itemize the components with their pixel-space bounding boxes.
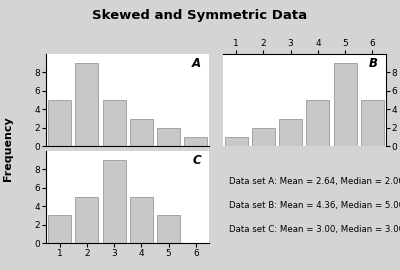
Bar [252, 128, 275, 146]
Bar [130, 119, 153, 146]
Bar [48, 215, 71, 243]
Bar [102, 160, 126, 243]
Bar [75, 63, 98, 146]
Bar [334, 63, 357, 146]
Bar [102, 100, 126, 146]
Text: Data set B: Mean = 4.36, Median = 5.00: Data set B: Mean = 4.36, Median = 5.00 [229, 201, 400, 210]
Text: Skewed and Symmetric Data: Skewed and Symmetric Data [92, 9, 308, 22]
Text: Data set C: Mean = 3.00, Median = 3.00: Data set C: Mean = 3.00, Median = 3.00 [229, 225, 400, 234]
Text: B: B [369, 57, 378, 70]
Bar [361, 100, 384, 146]
Bar [130, 197, 153, 243]
Bar [224, 137, 248, 146]
Bar [157, 128, 180, 146]
Text: A: A [192, 57, 201, 70]
Bar [157, 215, 180, 243]
Text: Data set A: Mean = 2.64, Median = 2.00: Data set A: Mean = 2.64, Median = 2.00 [229, 177, 400, 185]
Bar [279, 119, 302, 146]
Bar [75, 197, 98, 243]
Bar [48, 100, 71, 146]
Text: Frequency: Frequency [3, 116, 13, 181]
Bar [306, 100, 330, 146]
Bar [184, 137, 208, 146]
Text: C: C [193, 154, 201, 167]
